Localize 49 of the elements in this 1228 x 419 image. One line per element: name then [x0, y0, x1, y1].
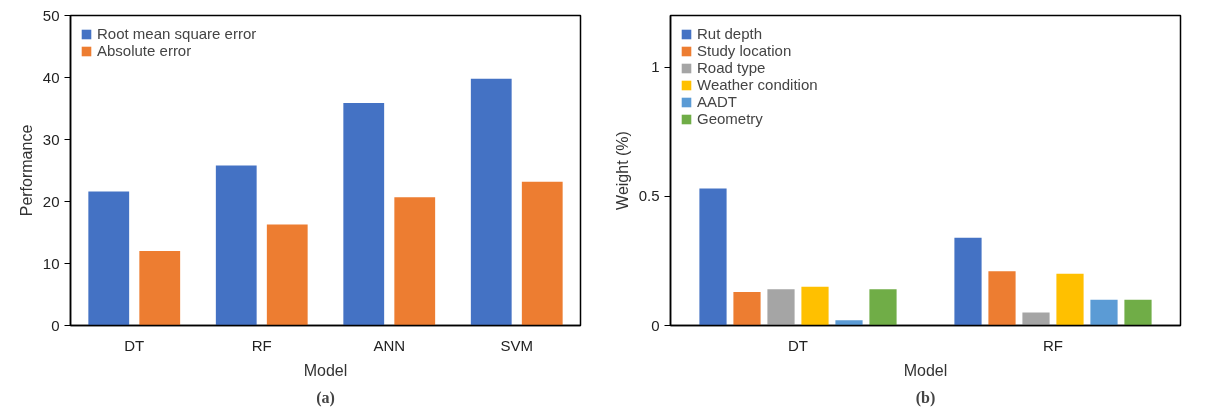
x-tick-label: DT — [788, 336, 808, 354]
bar — [343, 102, 385, 326]
y-tick-label: 50 — [42, 6, 60, 24]
legend-label: Weather condition — [697, 76, 818, 93]
bar — [266, 224, 308, 326]
y-tick-label: 40 — [42, 68, 60, 86]
bar — [1056, 273, 1084, 326]
text: (a) — [316, 388, 335, 407]
bar — [470, 78, 512, 326]
legend-label: Study location — [697, 42, 792, 59]
y-tick-label: 30 — [42, 130, 60, 148]
legend-label: Root mean square error — [97, 25, 257, 42]
bar — [699, 188, 727, 326]
bar — [801, 286, 829, 326]
legend-label: Rut depth — [697, 25, 763, 42]
legend-label: Road type — [697, 59, 766, 76]
x-tick-label: DT — [124, 336, 145, 354]
bar — [869, 289, 897, 326]
bar — [988, 271, 1016, 326]
y-axis-title: Performance — [17, 124, 35, 217]
text: (b) — [915, 388, 936, 407]
x-axis-title: Model — [303, 361, 348, 379]
y-tick-label: 1 — [651, 58, 660, 76]
x-tick-label: ANN — [373, 336, 406, 354]
bar — [733, 291, 761, 326]
bar — [139, 251, 181, 326]
y-tick-label: 20 — [42, 192, 60, 210]
bar — [767, 289, 795, 326]
y-tick-label: 0.5 — [638, 187, 660, 205]
x-tick-label: SVM — [500, 336, 534, 354]
bar — [835, 320, 863, 326]
bar — [954, 237, 982, 326]
legend-label: Absolute error — [97, 42, 192, 59]
bar — [1090, 299, 1118, 326]
bar — [215, 165, 257, 326]
x-tick-label: RF — [251, 336, 272, 354]
bar — [1124, 299, 1152, 326]
x-axis-title: Model — [903, 361, 948, 379]
bar — [394, 197, 436, 326]
x-tick-label: RF — [1043, 336, 1063, 354]
y-tick-label: 0 — [651, 316, 660, 334]
bar — [88, 191, 130, 326]
legend-label: AADT — [697, 93, 738, 110]
legend-label: Geometry — [697, 110, 763, 127]
bar — [521, 181, 563, 326]
bar — [1022, 312, 1050, 326]
y-tick-label: 10 — [42, 254, 60, 272]
y-tick-label: 0 — [51, 316, 60, 334]
y-axis-title: Weight (%) — [613, 131, 631, 210]
